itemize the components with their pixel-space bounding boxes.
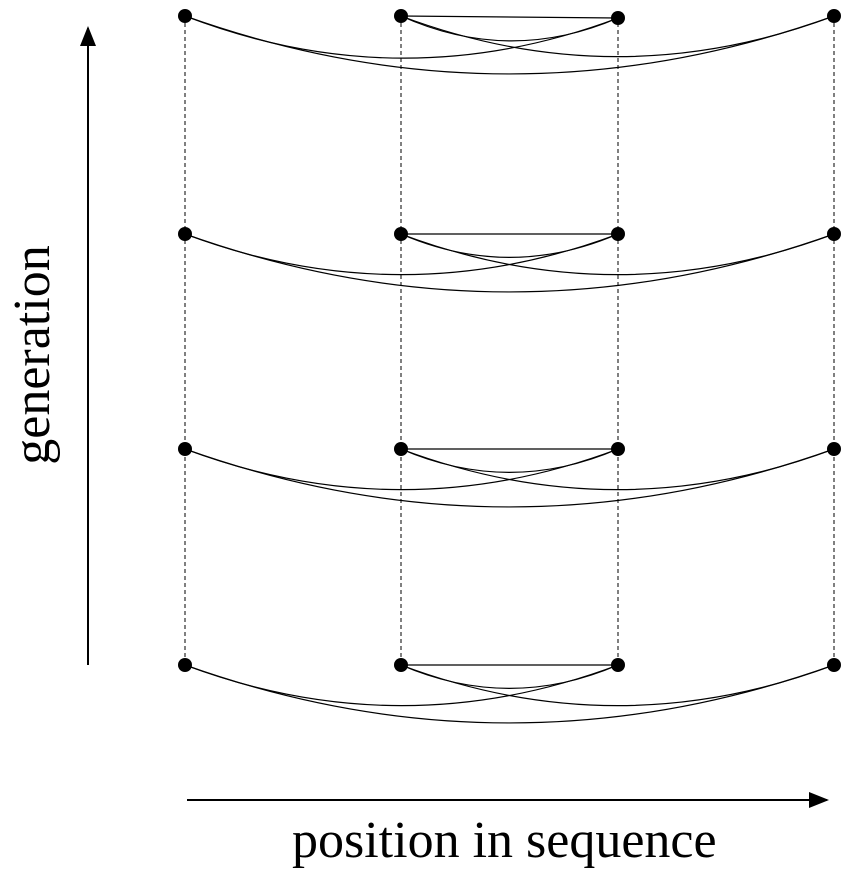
node-generation-4-position-2 <box>394 658 408 672</box>
node-generation-1-position-2 <box>394 9 408 23</box>
arc-generation-3-2-3 <box>400 448 619 473</box>
node-generation-3-position-3 <box>611 442 625 456</box>
arc-generation-4-2-4 <box>400 664 835 707</box>
node-generation-2-position-1 <box>178 227 192 241</box>
nodes-layer <box>178 9 841 672</box>
node-generation-3-position-2 <box>394 442 408 456</box>
arc-generation-1-2-3 <box>400 15 619 42</box>
arc-generation-2-2-3 <box>400 233 619 258</box>
node-generation-2-position-3 <box>611 227 625 241</box>
y-axis-label: generation <box>4 245 61 465</box>
x-axis-label: position in sequence <box>292 812 717 869</box>
node-generation-4-position-4 <box>827 658 841 672</box>
arcs-layer <box>184 15 835 724</box>
node-generation-1-position-1 <box>178 9 192 23</box>
arc-generation-3-2-4 <box>400 448 835 491</box>
arc-generation-3-1-4 <box>184 448 835 508</box>
arc-generation-2-1-4 <box>184 233 835 293</box>
arc-generation-1-2-4 <box>400 15 835 58</box>
vertical-guides <box>184 16 835 665</box>
link-generation-1-2-3 <box>400 15 619 19</box>
node-generation-4-position-1 <box>178 658 192 672</box>
node-generation-2-position-4 <box>827 227 841 241</box>
arc-generation-4-2-3 <box>400 664 619 689</box>
arc-generation-2-2-4 <box>400 233 835 276</box>
node-generation-3-position-1 <box>178 442 192 456</box>
node-generation-2-position-2 <box>394 227 408 241</box>
arc-generation-1-1-4 <box>184 15 835 75</box>
node-generation-1-position-4 <box>827 9 841 23</box>
node-generation-3-position-4 <box>827 442 841 456</box>
arc-generation-4-1-4 <box>184 664 835 724</box>
node-generation-4-position-3 <box>611 658 625 672</box>
node-generation-1-position-3 <box>611 11 625 25</box>
